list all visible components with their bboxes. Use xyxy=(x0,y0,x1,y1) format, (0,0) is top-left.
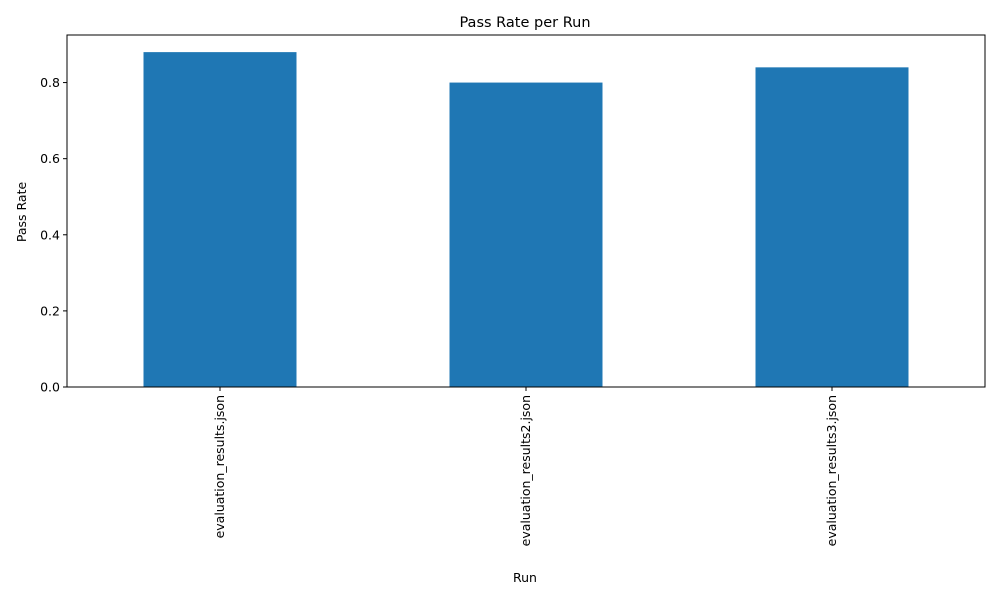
x-tick-label: evaluation_results2.json xyxy=(518,395,533,546)
bar-1 xyxy=(143,52,297,387)
chart-title: Pass Rate per Run xyxy=(459,15,590,31)
bar-3 xyxy=(755,67,909,387)
y-tick-label: 0.4 xyxy=(40,227,60,242)
y-tick-label: 0.8 xyxy=(40,75,60,90)
y-tick-label: 0.6 xyxy=(40,151,60,166)
x-tick-label: evaluation_results.json xyxy=(212,395,227,538)
plot-area: evaluation_results.json evaluation_result… xyxy=(40,34,986,546)
y-tick-label: 0.2 xyxy=(40,303,60,318)
y-tick-label: 0.0 xyxy=(40,380,60,395)
plot-frame xyxy=(66,34,986,388)
x-axis-label: Run xyxy=(513,570,537,585)
y-axis-label: Pass Rate xyxy=(14,182,29,243)
x-tick-label: evaluation_results3.json xyxy=(824,395,839,546)
bar-2 xyxy=(449,82,603,387)
